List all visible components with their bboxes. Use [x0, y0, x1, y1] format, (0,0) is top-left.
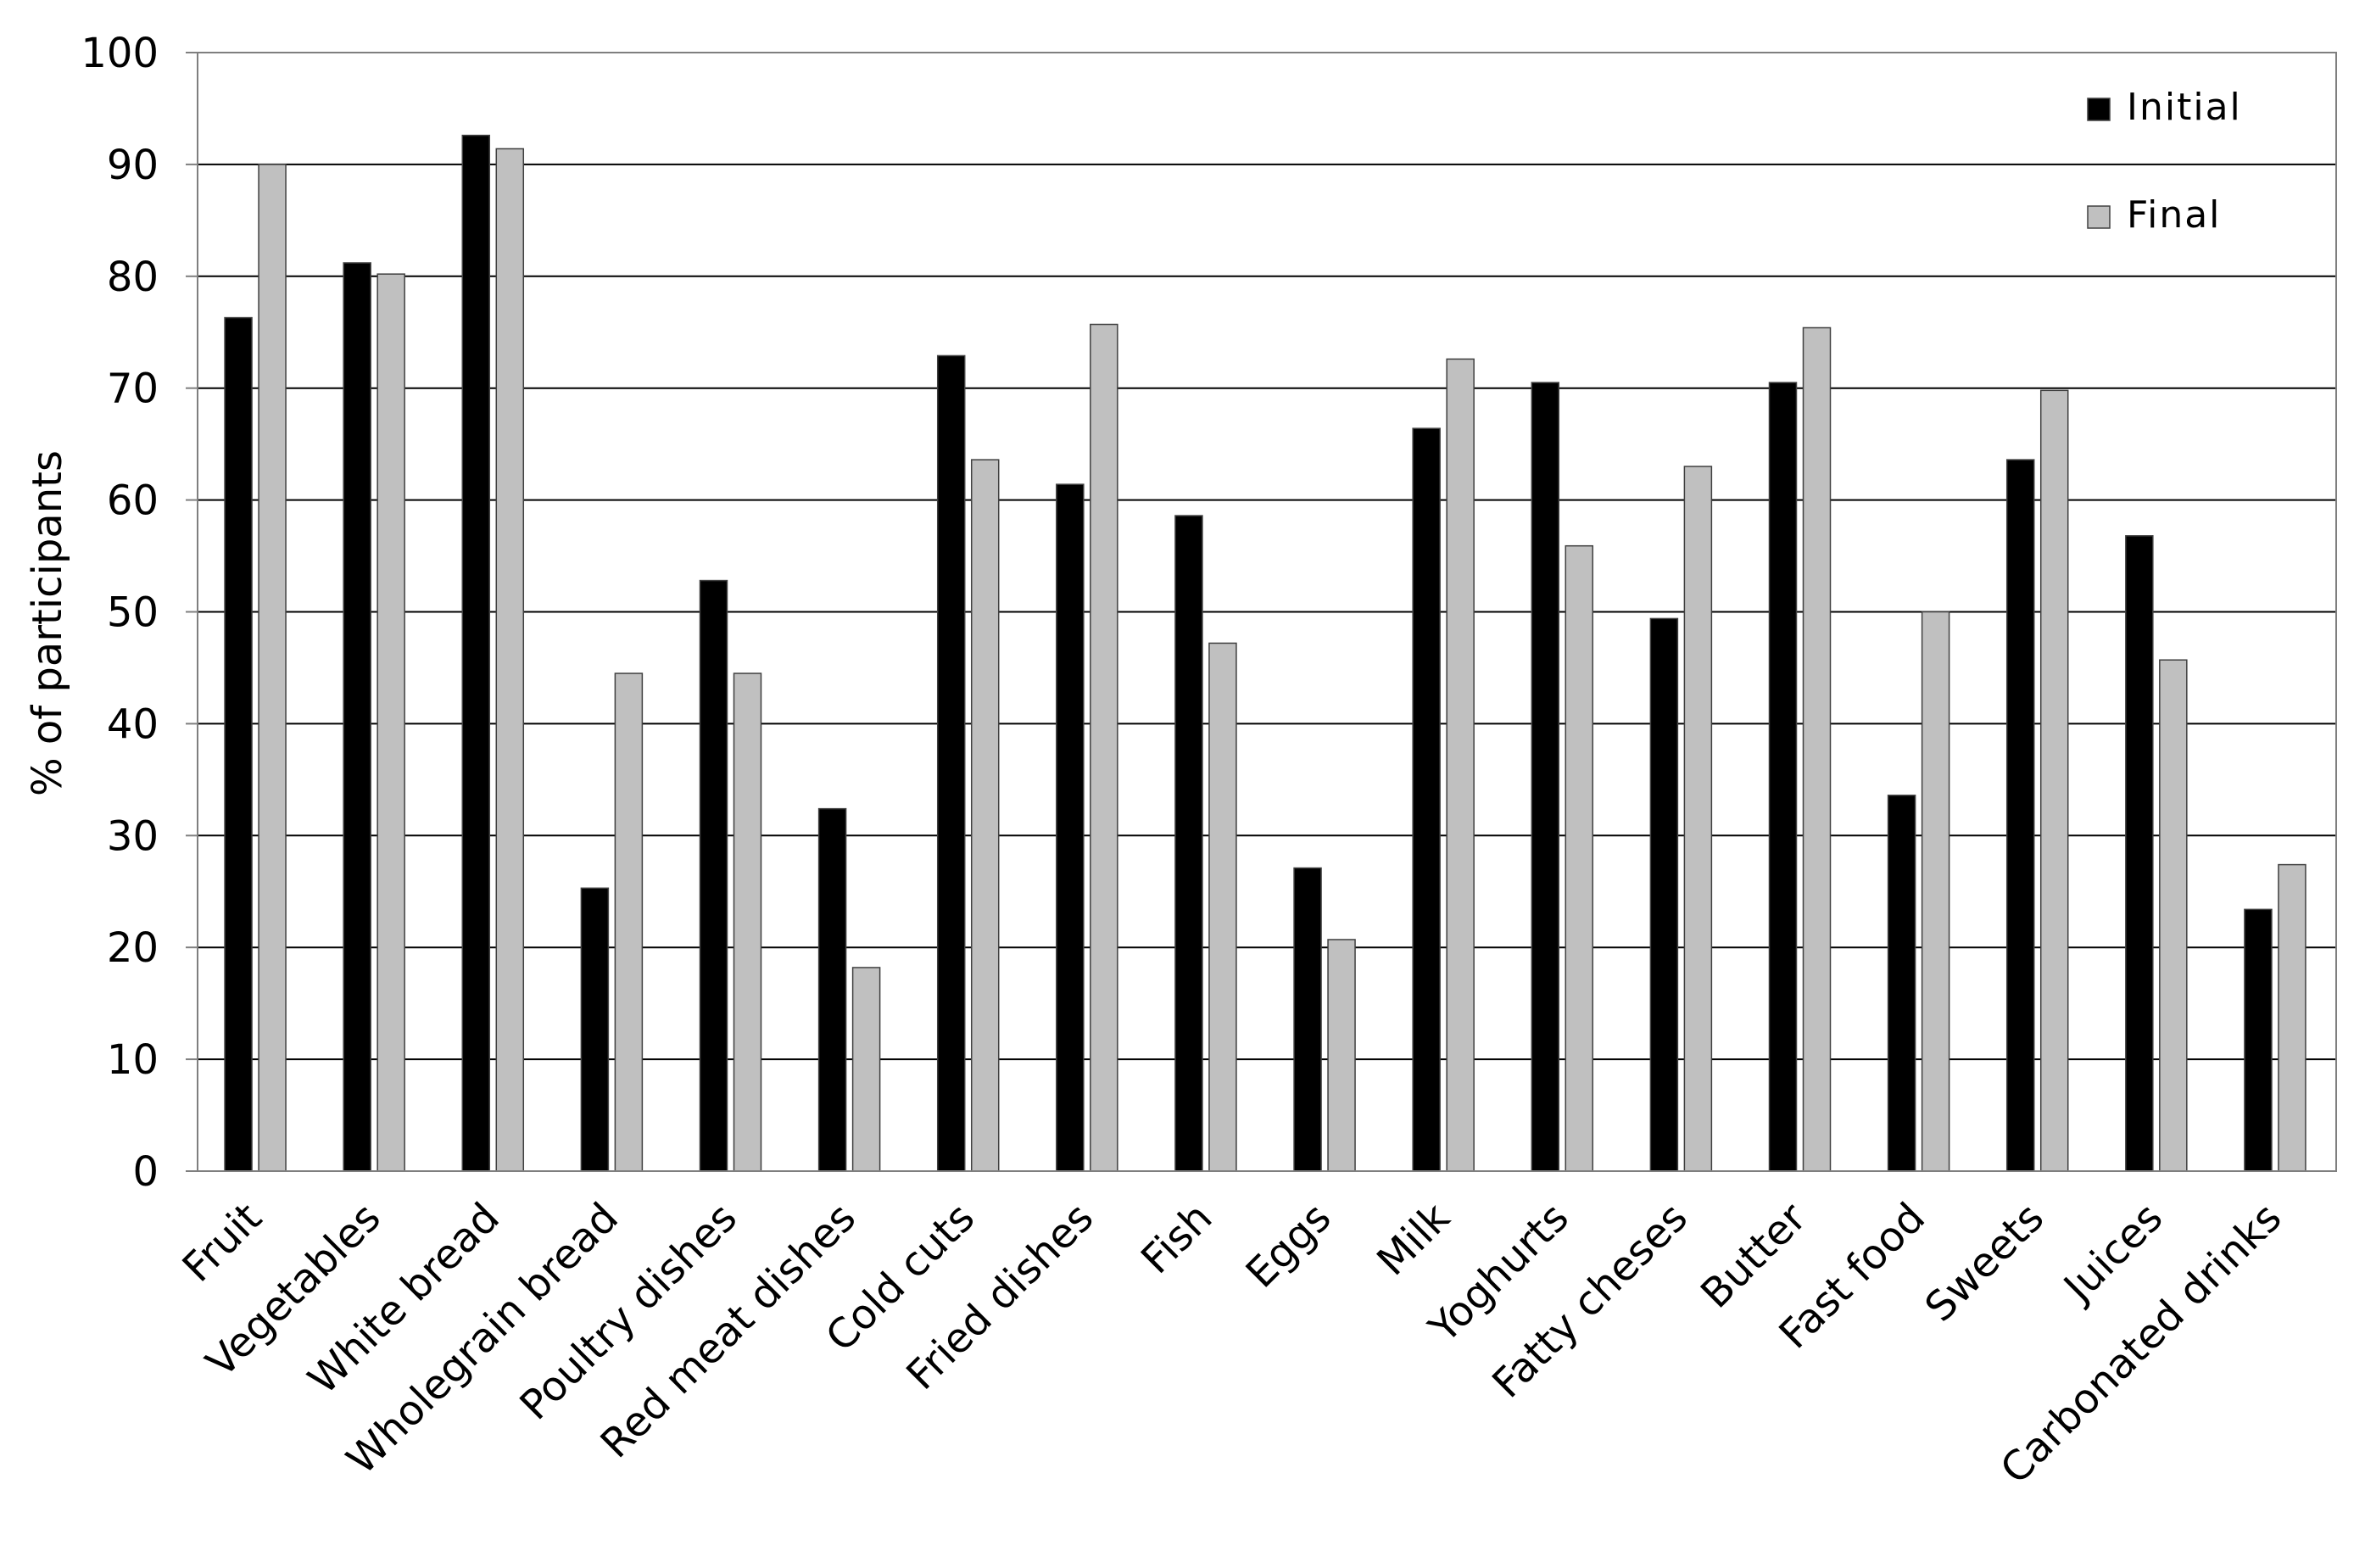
x-category-label: Eggs [1237, 1194, 1341, 1297]
bars [224, 134, 2306, 1172]
y-tick-label: 40 [107, 700, 159, 748]
legend-label-final: Final [2127, 193, 2221, 237]
bar-initial-14 [1887, 795, 1916, 1172]
bar-initial-17 [2244, 908, 2273, 1172]
x-category-label: Poultry dishes [511, 1194, 746, 1429]
y-tick-label: 50 [107, 589, 159, 637]
legend-label-initial: Initial [2127, 86, 2242, 129]
bar-initial-8 [1174, 515, 1203, 1172]
y-tick-label: 30 [107, 812, 159, 860]
gridlines [198, 163, 2336, 1061]
bar-final-14 [1921, 611, 1950, 1172]
x-category-label: Fruit [174, 1194, 271, 1292]
bar-final-3 [614, 672, 644, 1172]
bar-final-0 [258, 164, 287, 1172]
axes [186, 52, 2337, 1172]
bar-final-13 [1802, 326, 1832, 1172]
y-axis-title: % of participants [24, 450, 71, 796]
bar-initial-12 [1649, 617, 1679, 1172]
bar-final-2 [495, 148, 525, 1172]
bar-initial-1 [343, 262, 371, 1172]
bar-final-17 [2278, 863, 2306, 1172]
bar-final-8 [1208, 642, 1237, 1172]
bar-initial-13 [1768, 382, 1798, 1172]
legend-swatch-final [2087, 205, 2111, 229]
x-category-label: Milk [1368, 1194, 1459, 1286]
bar-final-5 [851, 967, 881, 1172]
y-tick-label: 80 [107, 254, 159, 301]
bar-initial-9 [1293, 867, 1322, 1172]
bar-initial-7 [1056, 483, 1085, 1172]
bar-final-11 [1565, 544, 1594, 1172]
y-tick-label: 10 [107, 1036, 159, 1084]
bar-final-7 [1090, 323, 1118, 1172]
y-tick-label: 20 [107, 924, 159, 972]
legend-swatch-initial [2087, 98, 2111, 121]
bar-initial-0 [224, 316, 253, 1172]
bar-final-16 [2159, 659, 2188, 1172]
bar-final-15 [2039, 389, 2069, 1172]
y-tick-label: 0 [132, 1148, 159, 1196]
legend: Initial Final [2087, 86, 2242, 237]
bar-initial-15 [2005, 459, 2035, 1172]
bar-initial-6 [936, 354, 966, 1172]
bar-initial-2 [461, 134, 491, 1172]
bar-initial-10 [1412, 427, 1441, 1172]
y-tick-label: 100 [81, 30, 159, 77]
y-tick-label: 60 [107, 477, 159, 525]
bar-initial-11 [1531, 382, 1560, 1172]
bar-final-12 [1683, 466, 1713, 1172]
bar-initial-16 [2125, 535, 2154, 1172]
y-tick-labels: 0 10 20 30 40 50 60 70 80 90 100 [81, 30, 159, 1196]
bar-final-4 [733, 672, 762, 1172]
y-tick-label: 70 [107, 365, 159, 413]
bar-initial-5 [817, 807, 847, 1172]
x-category-label: Sweets [1916, 1194, 2054, 1331]
bar-final-1 [377, 273, 405, 1172]
bar-final-9 [1327, 939, 1356, 1172]
bar-initial-3 [580, 887, 610, 1172]
bar-initial-4 [699, 579, 728, 1172]
x-category-label: Juices [2053, 1194, 2172, 1313]
bar-final-10 [1446, 358, 1475, 1172]
x-category-label: Fish [1132, 1194, 1221, 1283]
y-tick-label: 90 [107, 142, 159, 189]
bar-final-6 [970, 459, 1000, 1172]
